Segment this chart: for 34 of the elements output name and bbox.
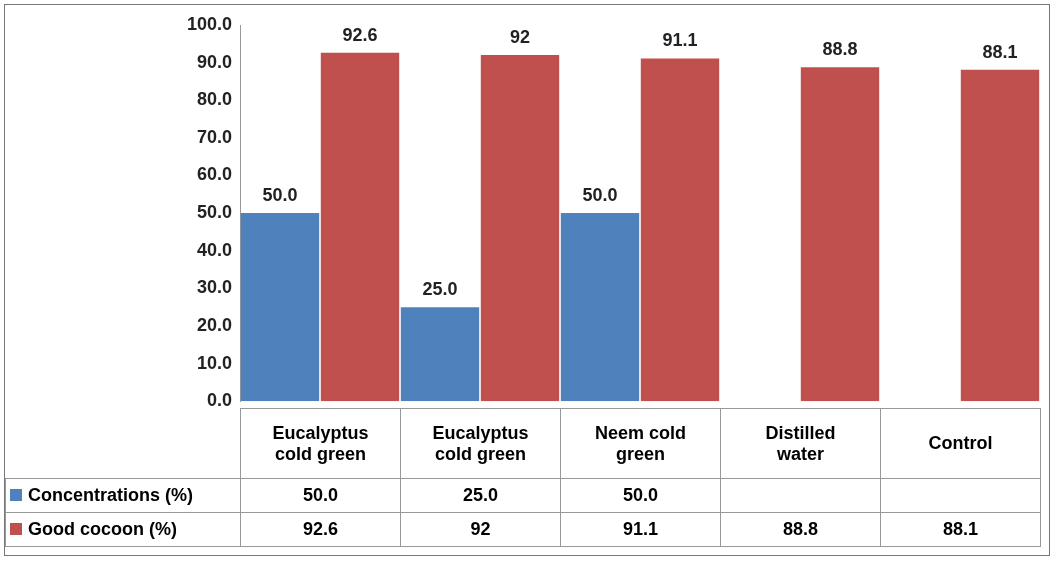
data-label: 92 (400, 512, 561, 547)
data-label: 91.1 (560, 512, 721, 547)
text: 92.6 (342, 24, 378, 45)
y-tick-label: 90.0 (196, 51, 232, 72)
y-tick-label: 40.0 (196, 239, 232, 260)
data-label: 50.0 (240, 478, 401, 513)
data-label: 92.6 (240, 512, 401, 547)
text: 88.1 (982, 41, 1018, 62)
x-tick-label: Eucalyptus cold green (400, 408, 561, 479)
x-tick-label: Control (880, 408, 1041, 479)
y-tick-label: 20.0 (196, 314, 232, 335)
x-tick-label: Distilled water (720, 408, 881, 479)
x-tick-label: Eucalyptus cold green (240, 408, 401, 479)
data-label: 50.0 (560, 478, 721, 513)
data-label: 88.8 (720, 512, 881, 547)
legend-label: Concentrations (%) (5, 478, 241, 513)
data-label: 25.0 (400, 478, 561, 513)
text: 91.1 (662, 30, 698, 51)
y-tick-label: 60.0 (196, 164, 232, 185)
text: 25.0 (422, 279, 458, 300)
text: 88.8 (822, 39, 858, 60)
y-tick-label: 100.0 (186, 13, 232, 34)
x-tick-label: Neem cold green (560, 408, 721, 479)
y-tick-label: 10.0 (196, 352, 232, 373)
y-tick-label: 80.0 (196, 89, 232, 110)
text: 50.0 (262, 185, 298, 206)
y-tick-label: 0.0 (206, 390, 232, 411)
y-tick-label: 50.0 (196, 202, 232, 223)
text: 92 (509, 27, 531, 48)
legend-label: Good cocoon (%) (5, 512, 241, 547)
y-tick-label: 70.0 (196, 126, 232, 147)
y-tick-label: 30.0 (196, 277, 232, 298)
text: 50.0 (582, 185, 618, 206)
data-label: 88.1 (880, 512, 1041, 547)
